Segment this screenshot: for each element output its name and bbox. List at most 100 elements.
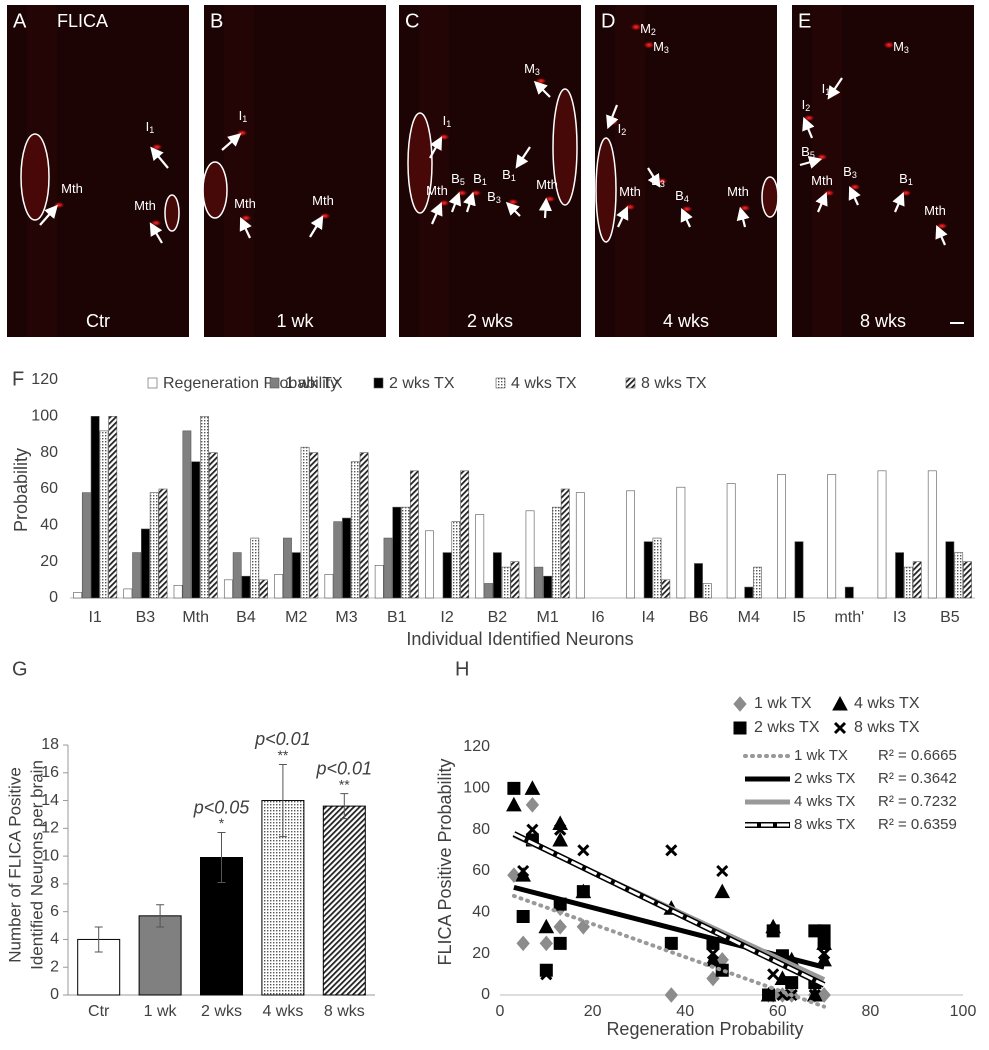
neuron-label: B3 xyxy=(843,164,857,180)
image-panel: B 1 wk I1 Mth Mth xyxy=(202,5,386,337)
neuron-index: 1 xyxy=(908,177,913,187)
marker xyxy=(517,864,530,878)
legend-swatch xyxy=(625,377,636,389)
x-tick-label: 2 wks xyxy=(201,1003,242,1020)
y-tick-label: 60 xyxy=(472,862,490,879)
neuron-label: Mth xyxy=(426,183,448,198)
outline xyxy=(761,176,779,218)
neuron-index: 1 xyxy=(825,87,830,97)
neuron-label: Mth xyxy=(134,198,156,213)
bar xyxy=(442,552,452,599)
bar xyxy=(525,510,535,599)
bar xyxy=(81,492,91,599)
neuron-name: B xyxy=(899,171,908,186)
legend-label: 8 wks TX xyxy=(794,816,855,833)
outline xyxy=(202,161,228,219)
cell xyxy=(936,222,948,230)
arrow xyxy=(538,197,553,219)
neuron-name: Mth xyxy=(134,198,156,213)
error-bar xyxy=(94,926,103,953)
cell xyxy=(823,189,835,197)
bar xyxy=(158,488,168,599)
marker xyxy=(507,782,520,795)
r-squared: R² = 0.6359 xyxy=(878,816,957,833)
bar xyxy=(460,470,470,599)
cell xyxy=(507,198,519,206)
marker xyxy=(664,936,678,950)
arrow xyxy=(892,191,905,213)
neuron-name: Mth xyxy=(811,173,833,188)
neuron-label: Mth xyxy=(619,184,641,199)
x-tick-label: I2 xyxy=(440,609,453,626)
bar xyxy=(484,583,493,599)
neuron-index: 1 xyxy=(446,119,451,129)
legend-swatch xyxy=(495,377,506,389)
x-tick-label: M1 xyxy=(537,609,559,626)
bar xyxy=(510,561,520,599)
neuron-name: Mth xyxy=(727,184,749,199)
y-tick-label: 120 xyxy=(31,371,58,388)
x-tick-label: 80 xyxy=(862,1003,880,1020)
marker xyxy=(665,844,678,857)
axon-glow xyxy=(21,134,49,220)
legend-marker xyxy=(733,721,747,735)
x-tick-label: 8 wks xyxy=(324,1003,365,1020)
neuron-name: Mth xyxy=(61,181,83,196)
bar xyxy=(259,579,268,599)
legend-label: 4 wks TX xyxy=(511,375,577,392)
bar xyxy=(324,574,334,599)
condition-label: 1 wk xyxy=(276,311,314,331)
neuron-label: Mth xyxy=(811,173,833,188)
neuron-name: I xyxy=(146,119,150,134)
y-axis-label: Identified Neurons per brain xyxy=(27,760,46,970)
neuron-name: M xyxy=(653,39,664,54)
significance-stars: ** xyxy=(339,776,350,792)
cell xyxy=(236,129,248,137)
y-tick-label: 120 xyxy=(463,738,490,755)
significance-stars: ** xyxy=(277,747,288,763)
cell xyxy=(150,219,162,227)
neuron-name: B xyxy=(843,164,852,179)
bar xyxy=(149,492,159,599)
neuron-label: M3 xyxy=(893,39,909,55)
y-tick-label: 20 xyxy=(40,553,58,570)
bar xyxy=(543,575,553,599)
marker xyxy=(577,844,590,857)
bar xyxy=(744,586,754,599)
neuron-name: B xyxy=(801,144,810,159)
neuron-name: M xyxy=(640,21,651,36)
neuron-label: M3 xyxy=(524,61,540,77)
bar xyxy=(138,915,182,996)
cell xyxy=(630,23,642,31)
neuron-name: B xyxy=(451,171,460,186)
neuron-name: B xyxy=(675,188,684,203)
neuron-name: B xyxy=(651,173,660,188)
bar xyxy=(451,521,461,599)
y-tick-label: 4 xyxy=(50,931,59,948)
arrow xyxy=(221,133,242,151)
axon-glow xyxy=(408,113,432,213)
neuron-label: I1 xyxy=(146,119,155,135)
bar xyxy=(475,514,485,599)
r-squared: R² = 0.7232 xyxy=(878,793,957,810)
p-value: p<0.01 xyxy=(316,758,373,778)
neuron-index: 1 xyxy=(511,173,516,183)
marker xyxy=(538,918,555,934)
legend-label: 1 wk TX xyxy=(754,695,812,712)
x-tick-label: B1 xyxy=(387,609,407,626)
neuron-index: 4 xyxy=(684,194,689,204)
x-tick-label: I4 xyxy=(642,609,655,626)
axon-glow xyxy=(762,177,778,217)
bar xyxy=(927,470,937,599)
arrow xyxy=(616,206,629,228)
bar xyxy=(844,586,854,599)
marker xyxy=(817,987,831,1003)
y-tick-label: 18 xyxy=(41,736,59,753)
neuron-label: Mth xyxy=(727,184,749,199)
neuron-label: M2 xyxy=(640,21,656,37)
arrow xyxy=(736,206,750,228)
trendline xyxy=(511,893,827,1009)
legend-marker xyxy=(833,721,847,735)
legend-label: 8 wks TX xyxy=(641,375,707,392)
